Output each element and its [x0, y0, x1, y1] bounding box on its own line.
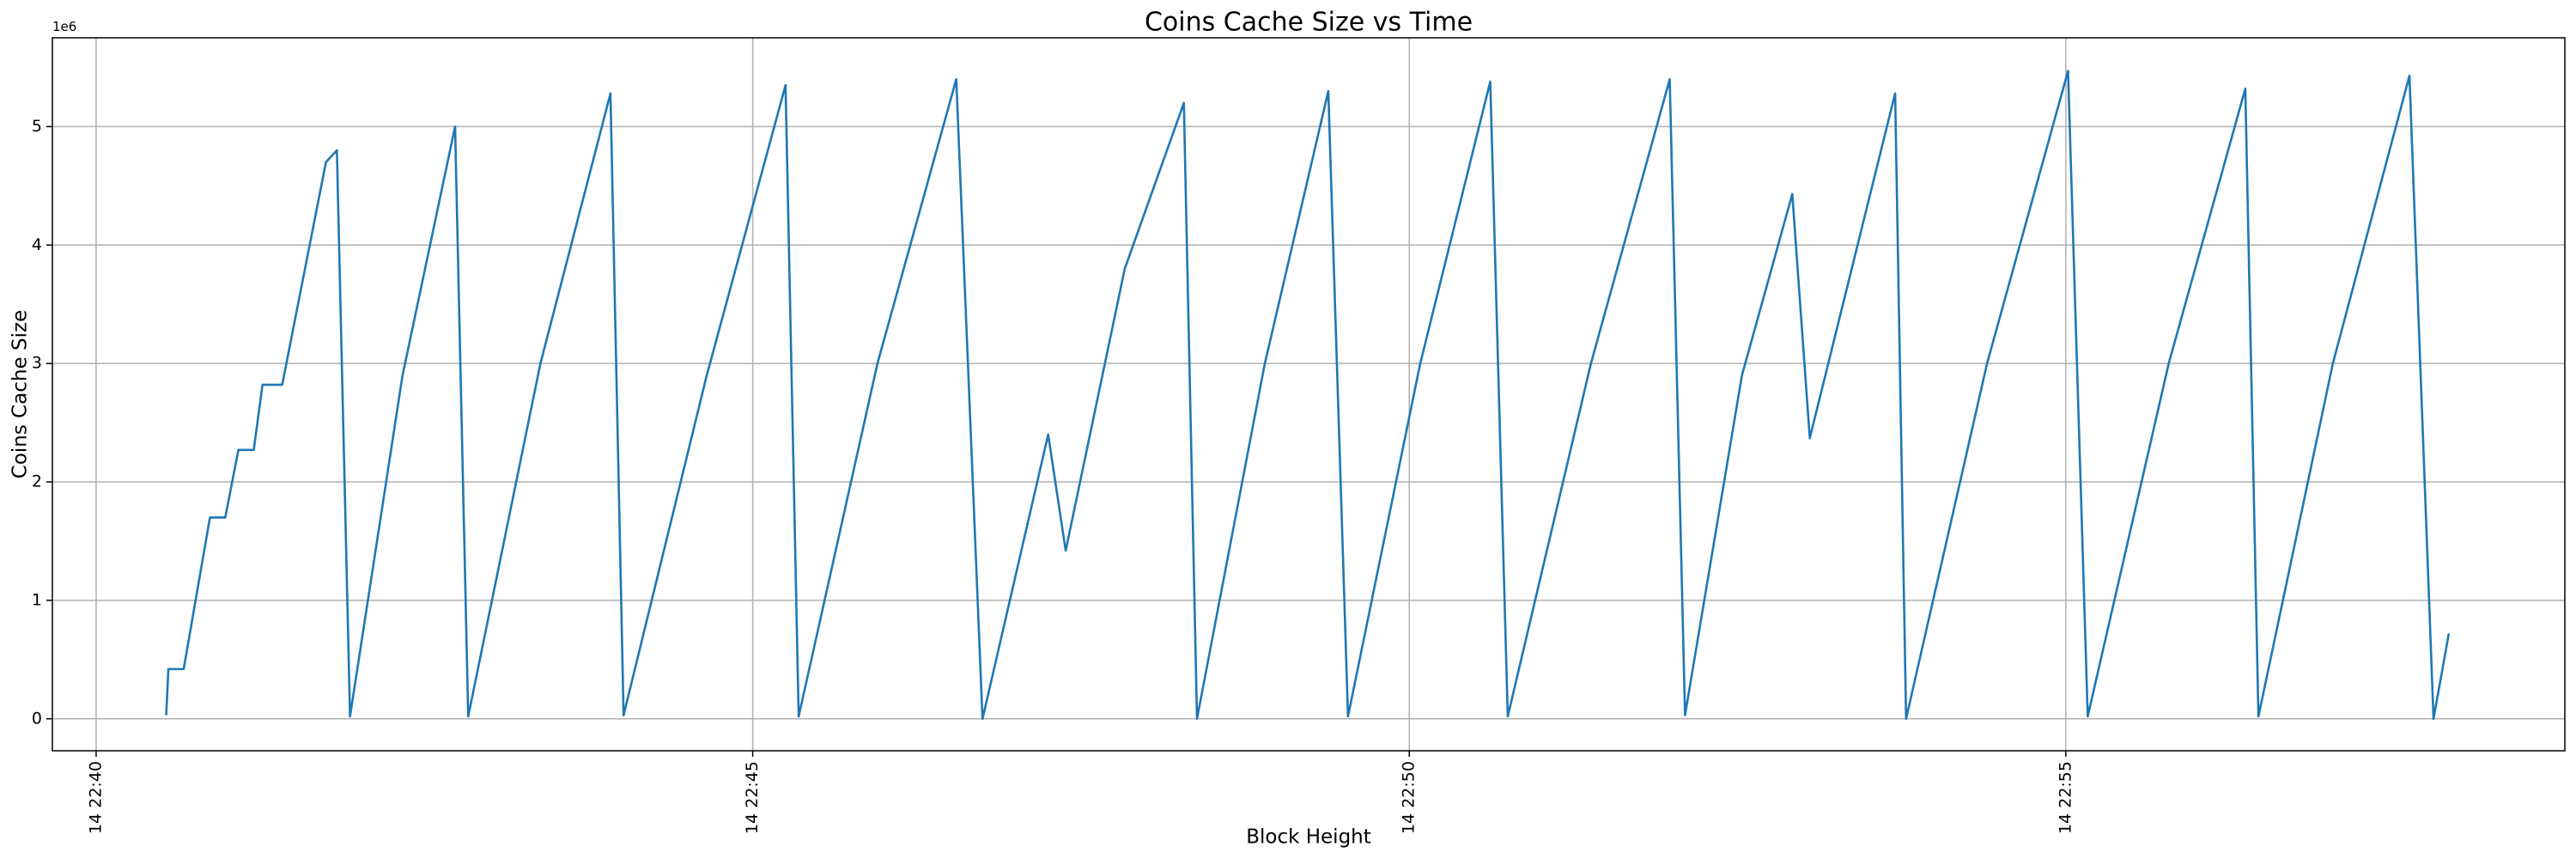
x-tick-label: 14 22:40: [86, 761, 105, 834]
x-axis-label: Block Height: [1246, 826, 1371, 849]
y-tick-label: 3: [32, 354, 42, 373]
y-tick-label: 2: [32, 472, 42, 491]
y-axis-label: Coins Cache Size: [9, 310, 32, 478]
data-line: [165, 70, 2451, 721]
x-tick-label: 14 22:55: [2056, 761, 2075, 834]
plot-frame: [52, 37, 2566, 752]
chart-title: Coins Cache Size vs Time: [1145, 8, 1473, 38]
x-tick-label: 14 22:50: [1400, 761, 1419, 834]
y-tick-label: 5: [32, 117, 42, 136]
y-tick-label: 1: [32, 590, 42, 609]
y-offset-label: 1e6: [52, 19, 76, 34]
y-tick-label: 0: [32, 709, 42, 728]
y-tick-label: 4: [32, 235, 42, 254]
x-tick-label: 14 22:45: [743, 761, 762, 834]
